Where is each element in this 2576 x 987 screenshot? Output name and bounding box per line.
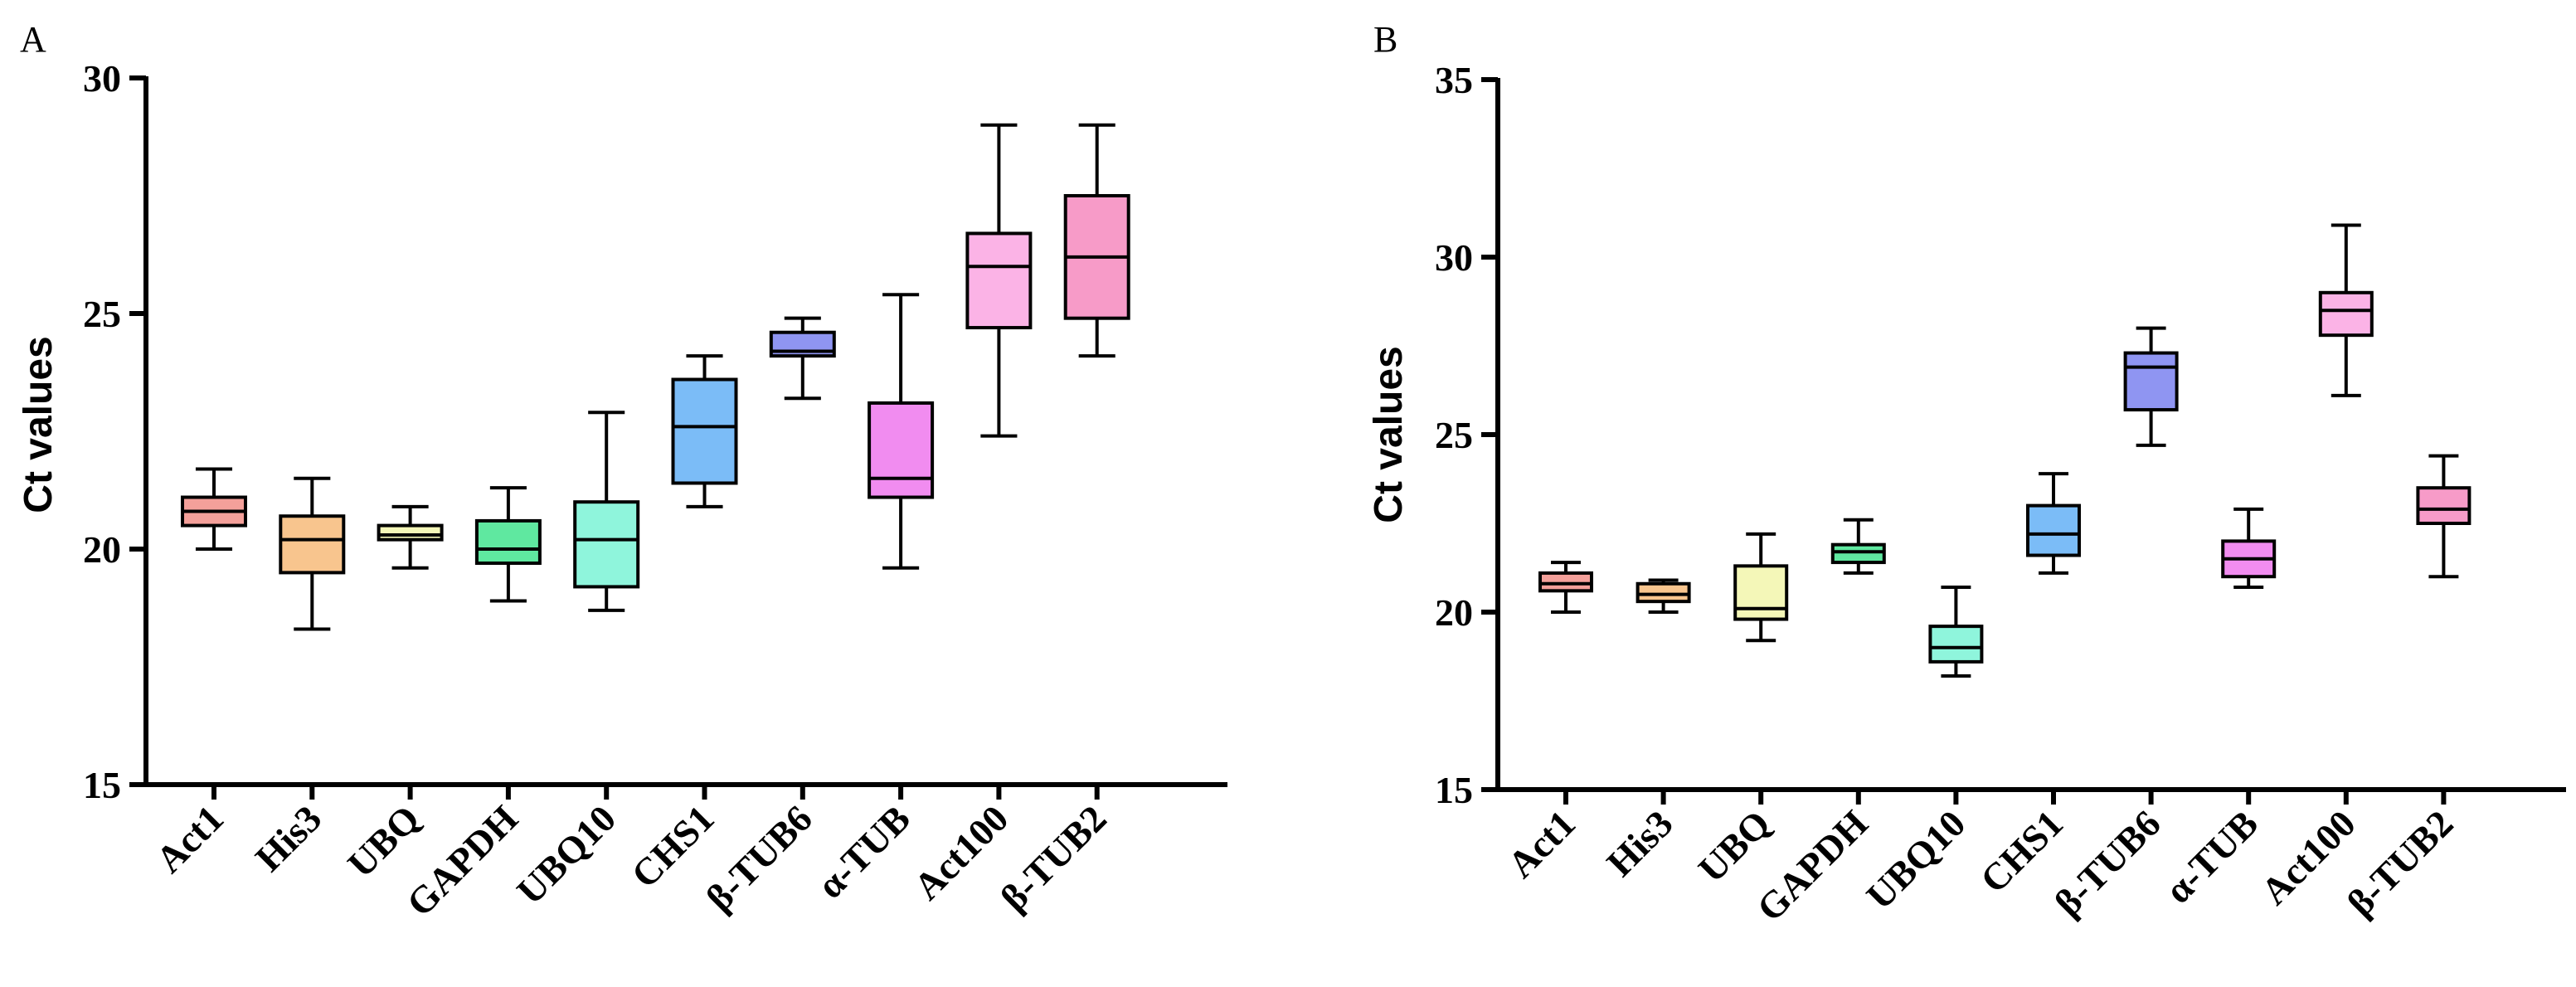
box-β-TUB6 <box>2123 326 2179 447</box>
iqr-box <box>671 377 738 485</box>
box-UBQ <box>1733 532 1789 643</box>
iqr-box <box>1733 564 1789 621</box>
category-label: α-TUB <box>2156 802 2266 912</box>
box-β-TUB2 <box>2416 454 2472 579</box>
category-label: GAPDH <box>1748 802 1876 930</box>
box-His3 <box>279 476 346 631</box>
y-tick-label: 25 <box>1435 414 1473 456</box>
iqr-box <box>279 514 346 575</box>
category-label: β-TUB2 <box>2339 802 2461 924</box>
y-axis-title-a: Ct values <box>17 336 61 513</box>
category-label: Act1 <box>148 797 231 881</box>
box-Act100 <box>2318 223 2374 397</box>
box-α-TUB <box>868 293 935 570</box>
y-axis-title-b: Ct values <box>1367 346 1411 523</box>
y-tick-label: 35 <box>1435 59 1473 101</box>
category-label: UBQ10 <box>508 797 624 912</box>
box-β-TUB2 <box>1063 123 1130 358</box>
panel-b: B Ct values 15 20 25 30 35 Act1 His3 UBQGAPDHUB… <box>1367 19 2566 930</box>
box-α-TUB <box>2221 507 2277 590</box>
box-GAPDH <box>1830 518 1886 575</box>
y-tick-label: 15 <box>1435 769 1473 811</box>
category-label: β-TUB6 <box>698 797 820 919</box>
iqr-box <box>1636 581 1691 604</box>
category-label: UBQ <box>339 797 428 886</box>
y-tick-label: 25 <box>83 293 121 335</box>
y-tick-label: 30 <box>1435 236 1473 279</box>
box-His3 <box>1636 578 1691 614</box>
category-label: His3 <box>1598 802 1680 884</box>
panel-label-b: B <box>1373 19 1397 60</box>
box-UBQ10 <box>573 411 640 612</box>
iqr-box <box>1830 542 1886 565</box>
iqr-box <box>2026 503 2081 557</box>
category-label: β-TUB2 <box>993 797 1115 919</box>
category-label: His3 <box>247 797 329 879</box>
iqr-box <box>2123 351 2179 412</box>
box-Act1 <box>1538 561 1593 614</box>
iqr-box <box>474 518 542 566</box>
box-CHS1 <box>2026 472 2081 575</box>
iqr-box <box>573 500 640 589</box>
y-tick-label: 15 <box>83 764 121 806</box>
iqr-box <box>2416 486 2472 526</box>
category-label: UBQ10 <box>1858 802 1973 917</box>
iqr-box <box>2318 290 2374 338</box>
y-tick-label: 30 <box>83 57 121 100</box>
iqr-box <box>965 231 1033 330</box>
box-GAPDH <box>474 486 542 603</box>
box-UBQ <box>377 504 444 570</box>
category-label: GAPDH <box>398 797 526 925</box>
iqr-box <box>1538 571 1593 593</box>
category-label: Act1 <box>1499 802 1583 886</box>
iqr-box <box>377 523 444 542</box>
y-tick-label: 20 <box>1435 591 1473 634</box>
box-CHS1 <box>671 354 738 508</box>
iqr-box <box>1928 625 1984 664</box>
box-Act1 <box>181 467 247 551</box>
iqr-box <box>868 401 935 499</box>
panel-a: A Ct values 15 20 25 30 Act1 His3 UBQGAPDHUBQ1… <box>17 19 1227 925</box>
box-β-TUB6 <box>769 316 836 401</box>
box-Act100 <box>965 123 1033 438</box>
category-label: β-TUB6 <box>2046 802 2168 924</box>
box-UBQ10 <box>1928 586 1984 678</box>
panel-label-a: A <box>20 19 46 60</box>
y-tick-label: 20 <box>83 528 121 571</box>
category-label: α-TUB <box>809 797 918 907</box>
category-label: UBQ <box>1690 802 1779 891</box>
